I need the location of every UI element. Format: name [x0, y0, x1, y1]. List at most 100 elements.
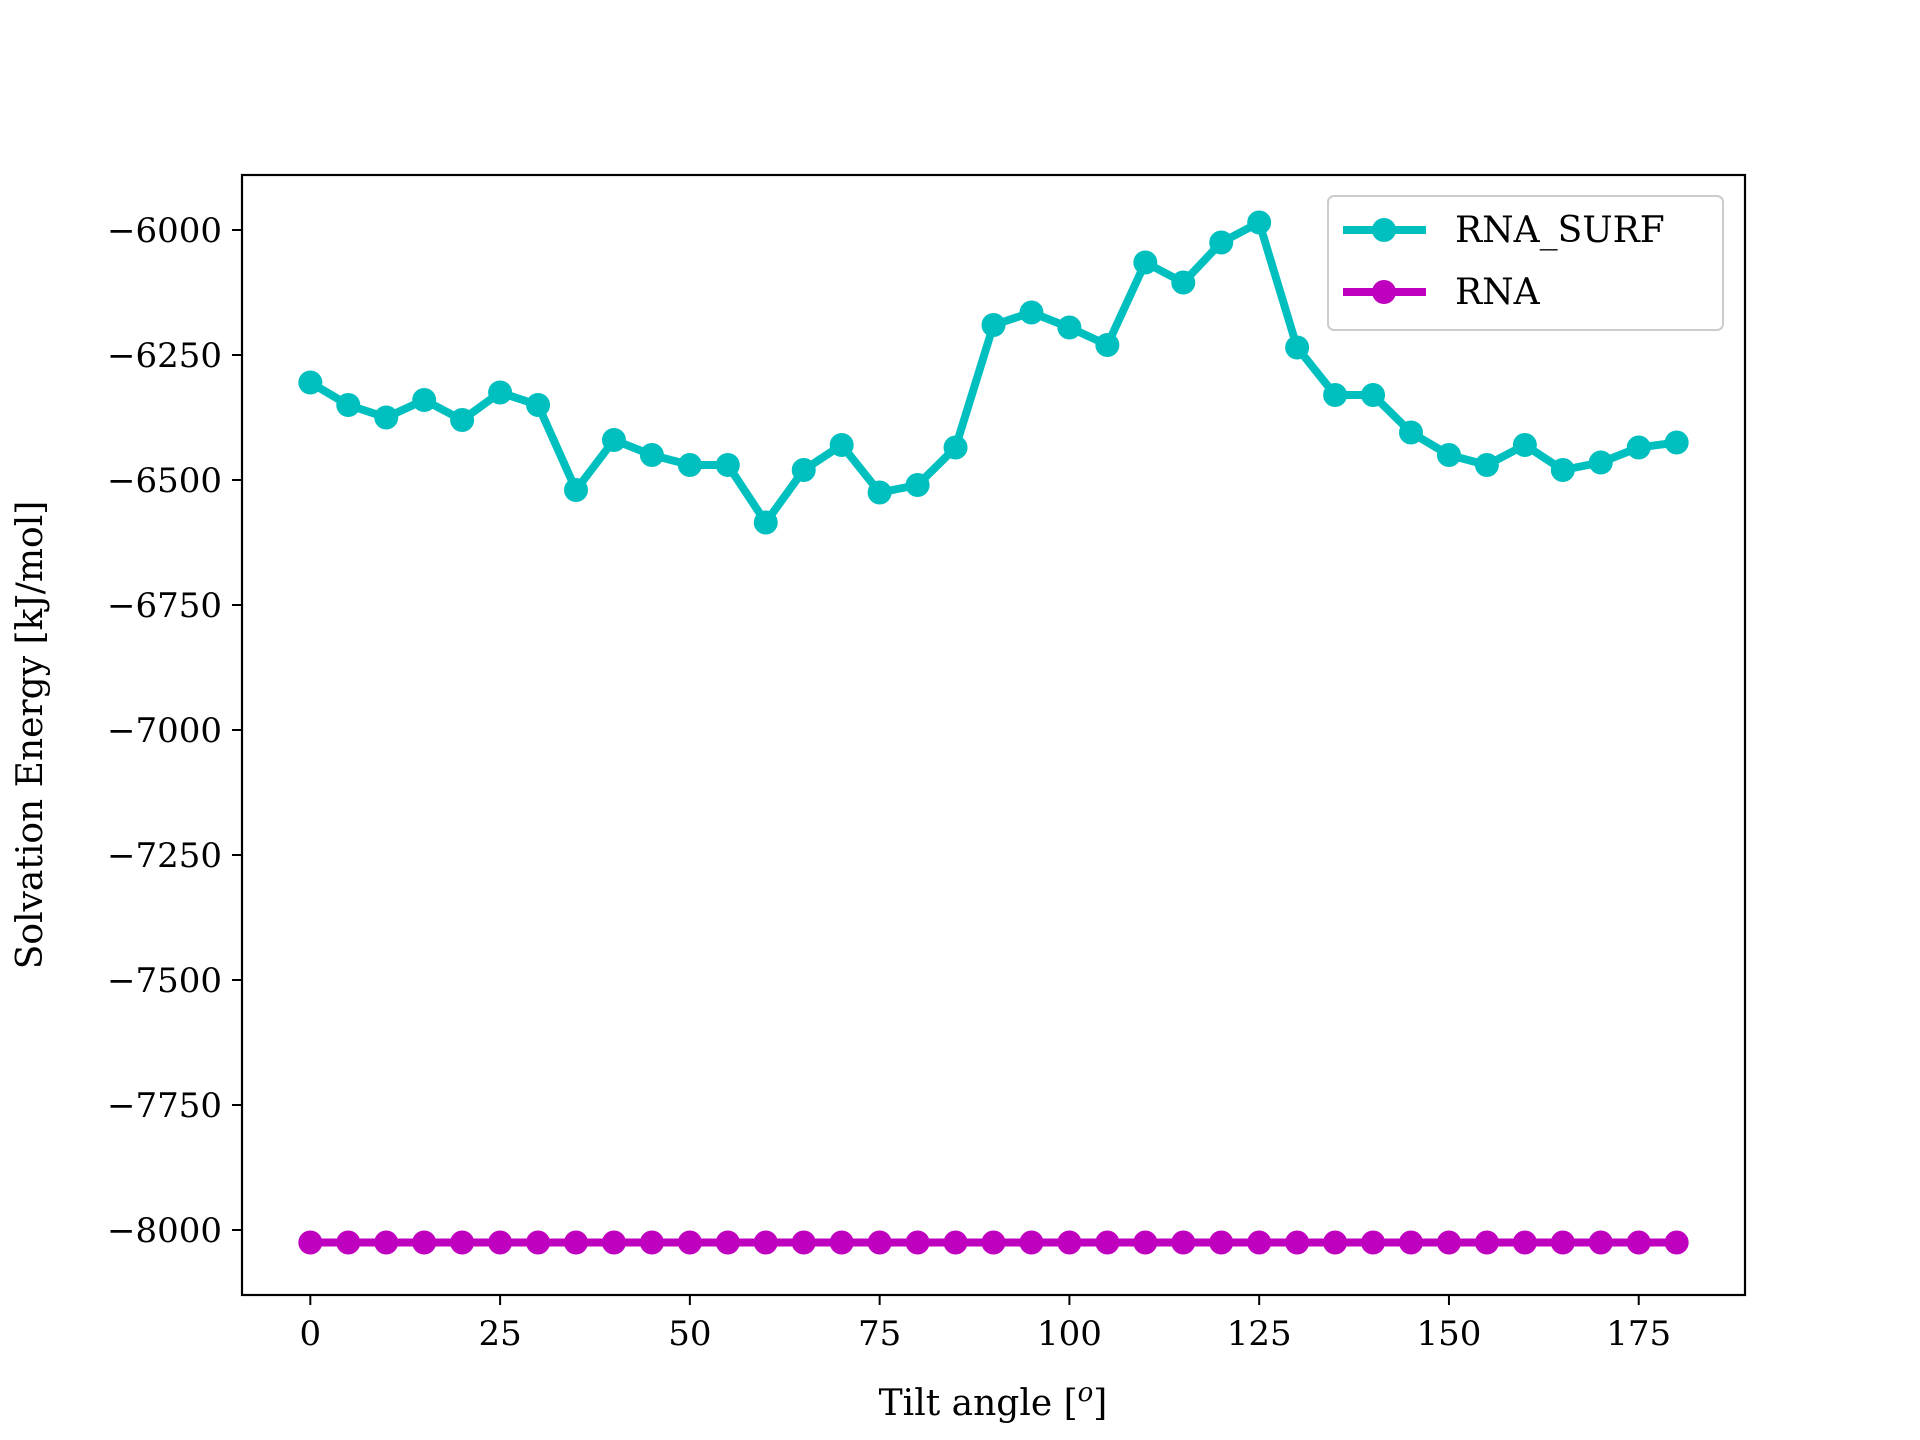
data-point-rna [1399, 1230, 1423, 1255]
data-point-rna-surf [1361, 383, 1386, 407]
data-point-rna-surf [1133, 250, 1158, 275]
data-point-rna [1512, 1230, 1537, 1255]
y-tick-label: −7750 [107, 1086, 222, 1126]
data-point-rna-surf [298, 370, 323, 395]
data-point-rna-surf [336, 393, 361, 417]
legend-marker-rna [1372, 280, 1396, 304]
data-point-rna [1474, 1230, 1499, 1255]
data-point-rna [1095, 1230, 1120, 1255]
data-point-rna-surf [1095, 333, 1120, 357]
data-point-rna [374, 1230, 399, 1255]
data-point-rna-surf [1664, 430, 1689, 455]
y-tick-label: −6250 [107, 336, 222, 376]
data-point-rna [753, 1230, 778, 1255]
y-tick-label: −7250 [107, 836, 222, 876]
data-point-rna [791, 1230, 816, 1255]
data-point-rna [1626, 1230, 1651, 1255]
data-point-rna [1588, 1230, 1613, 1255]
data-point-rna [298, 1230, 323, 1255]
data-point-rna-surf [374, 405, 399, 430]
data-point-rna-surf [1626, 435, 1651, 460]
data-point-rna [450, 1230, 475, 1255]
data-point-rna [867, 1230, 892, 1255]
legend-frame [1327, 195, 1724, 331]
legend-marker-rna-surf [1372, 218, 1396, 242]
x-tick-label: 175 [1606, 1314, 1671, 1354]
y-tick-label: −7500 [107, 961, 222, 1001]
data-point-rna-surf [639, 443, 664, 467]
x-tick-label: 0 [299, 1314, 321, 1354]
data-point-rna [1171, 1230, 1196, 1255]
data-point-rna [677, 1230, 702, 1255]
y-axis-label: Solvation Energy [kJ/mol] [10, 501, 51, 970]
data-point-rna [1209, 1230, 1234, 1255]
x-axis-ticks: 0 25 50 75 100 125 150 175 [299, 1295, 1671, 1354]
data-point-rna-surf [1285, 335, 1310, 360]
x-axis-label: Tilt angle [o] [879, 1378, 1108, 1424]
data-point-rna [601, 1230, 626, 1255]
data-point-rna-surf [715, 453, 740, 477]
data-point-rna [564, 1230, 588, 1255]
data-point-rna [1285, 1230, 1310, 1255]
y-tick-label: −6750 [107, 586, 222, 626]
data-point-rna-surf [867, 480, 892, 505]
data-point-rna-surf [1057, 315, 1082, 340]
data-point-rna [943, 1230, 968, 1255]
x-tick-label: 100 [1037, 1314, 1102, 1354]
data-point-rna [1133, 1230, 1158, 1255]
data-point-rna [1247, 1230, 1272, 1255]
data-point-rna [1361, 1230, 1386, 1255]
x-tick-label: 125 [1227, 1314, 1292, 1354]
data-point-rna-surf [526, 393, 551, 417]
data-point-rna [412, 1230, 437, 1255]
data-point-rna-surf [564, 478, 588, 502]
legend-label-rna-surf: RNA_SURF [1455, 210, 1665, 251]
data-point-rna-surf [677, 453, 702, 477]
data-point-rna-surf [1399, 420, 1423, 445]
y-tick-label: −6000 [107, 211, 222, 251]
legend: RNA_SURF RNA [1327, 195, 1724, 331]
data-point-rna [981, 1230, 1006, 1255]
data-point-rna-surf [1019, 300, 1044, 325]
data-point-rna [1323, 1230, 1348, 1255]
data-point-rna-surf [791, 458, 816, 482]
data-point-rna-surf [1588, 450, 1613, 475]
legend-label-rna: RNA [1455, 272, 1541, 313]
data-point-rna-surf [1436, 443, 1461, 467]
data-point-rna-surf [981, 313, 1006, 337]
y-axis-ticks: −6000 −6250 −6500 −6750 −7000 −7250 −7500 −7750… [107, 211, 242, 1251]
axes-frame [240, 173, 1747, 1297]
data-point-rna-surf [412, 388, 437, 412]
data-point-rna-surf [943, 435, 968, 460]
y-tick-label: −8000 [107, 1211, 222, 1251]
data-point-rna [715, 1230, 740, 1255]
data-point-rna-surf [488, 380, 513, 405]
x-tick-label: 25 [478, 1314, 521, 1354]
data-point-rna-surf [1171, 270, 1196, 295]
data-point-rna-surf [753, 510, 778, 535]
data-point-rna [829, 1230, 854, 1255]
x-tick-label: 150 [1417, 1314, 1482, 1354]
data-point-rna [336, 1230, 361, 1255]
data-point-rna [1550, 1230, 1575, 1255]
data-point-rna-surf [1474, 453, 1499, 477]
data-point-rna [526, 1230, 551, 1255]
data-point-rna-surf [1209, 230, 1234, 255]
data-point-rna-surf [1550, 458, 1575, 482]
data-point-rna [639, 1230, 664, 1255]
data-point-rna [1057, 1230, 1082, 1255]
y-tick-label: −6500 [107, 461, 222, 501]
data-point-rna [905, 1230, 930, 1255]
data-point-rna-surf [1323, 383, 1348, 407]
plot-area [242, 175, 1745, 1295]
data-point-rna-surf [601, 428, 626, 452]
data-point-rna-surf [1512, 433, 1537, 457]
data-point-rna-surf [829, 433, 854, 457]
data-point-rna [488, 1230, 513, 1255]
data-point-rna-surf [1247, 210, 1272, 235]
y-tick-label: −7000 [107, 711, 222, 751]
data-point-rna [1019, 1230, 1044, 1255]
series-layer [298, 210, 1689, 1255]
x-tick-label: 50 [668, 1314, 711, 1354]
